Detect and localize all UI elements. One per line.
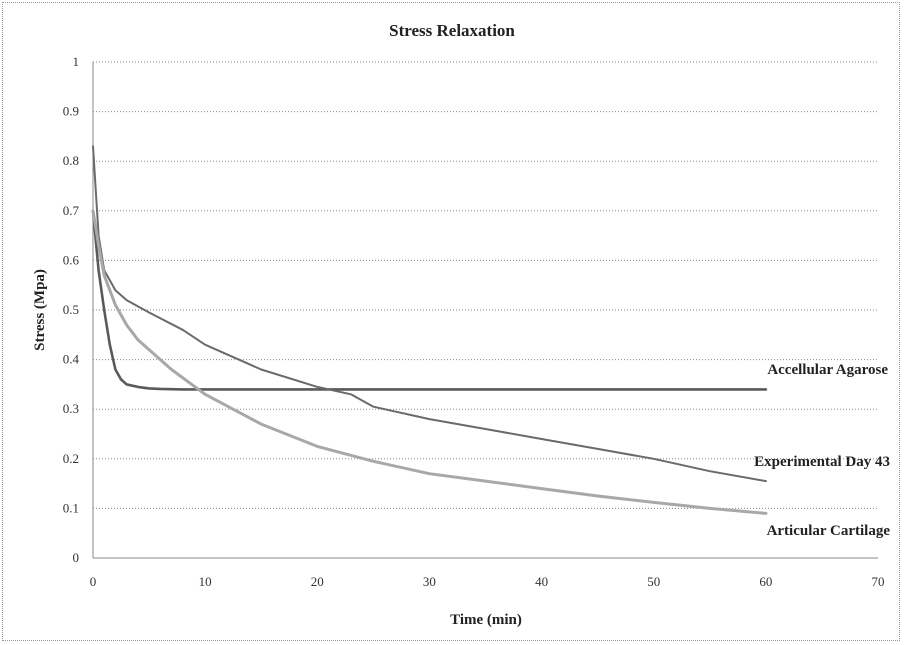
y-tick-label: 0.9 [63, 104, 79, 119]
x-tick-label: 30 [423, 574, 436, 589]
y-tick-label: 0 [73, 550, 80, 565]
series-line-experimental-day-43 [92, 145, 767, 483]
y-tick-label: 0.1 [63, 500, 79, 515]
series-line-accellular-agarose [91, 209, 768, 391]
x-tick-label: 20 [311, 574, 324, 589]
axis-layer [92, 62, 878, 559]
x-tick-label: 60 [759, 574, 772, 589]
y-tick-label: 0.2 [63, 451, 79, 466]
x-tick-label: 50 [647, 574, 660, 589]
x-tick-label: 40 [535, 574, 548, 589]
series-line-articular-cartilage [91, 209, 768, 515]
series-label-accellular-agarose: Accellular Agarose [767, 362, 888, 378]
y-axis-title: Stress (Mpa) [32, 269, 48, 351]
y-tick-label: 0.7 [63, 203, 80, 218]
tick-labels: 00.10.20.30.40.50.60.70.80.910 10 20 30 40 50… [63, 54, 885, 589]
y-tick-label: 1 [73, 54, 80, 69]
x-tick-label: 10 [199, 574, 212, 589]
x-tick-label: 70 [872, 574, 885, 589]
series-label-experimental-day-43: Experimental Day 43 [754, 454, 890, 470]
chart-title: Stress Relaxation [389, 21, 515, 40]
y-tick-label: 0.3 [63, 401, 79, 416]
series-layer [91, 145, 768, 515]
series-labels: Accellular Agarose Experimental Day 43 Art… [754, 362, 890, 539]
y-tick-label: 0.5 [63, 302, 79, 317]
x-axis-title: Time (min) [450, 612, 522, 628]
grid-layer [93, 61, 878, 559]
series-label-articular-cartilage: Articular Cartilage [767, 523, 891, 539]
y-tick-label: 0.4 [63, 352, 80, 367]
y-tick-label: 0.6 [63, 252, 80, 267]
x-tick-label: 0 [90, 574, 97, 589]
y-tick-label: 0.8 [63, 153, 79, 168]
